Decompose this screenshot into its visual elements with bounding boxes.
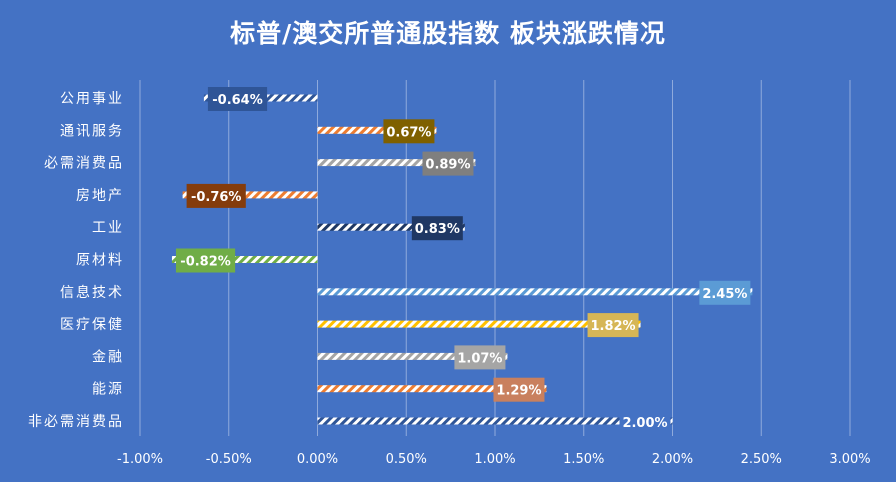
bar bbox=[317, 352, 508, 360]
category-label: 公用事业 bbox=[60, 91, 124, 107]
data-label-box bbox=[619, 410, 671, 434]
x-tick-label: -0.50% bbox=[206, 452, 252, 467]
x-tick-label: 2.50% bbox=[741, 452, 782, 467]
data-label: 0.67% bbox=[386, 125, 431, 140]
category-label: 原材料 bbox=[76, 253, 124, 269]
data-label: 2.00% bbox=[622, 416, 667, 431]
x-tick-label: 0.00% bbox=[297, 452, 338, 467]
bar bbox=[317, 126, 437, 134]
bar bbox=[317, 417, 673, 425]
x-tick-label: 1.50% bbox=[563, 452, 604, 467]
bar bbox=[317, 320, 641, 328]
data-label: 0.89% bbox=[425, 158, 470, 173]
data-label-box bbox=[186, 183, 246, 208]
x-tick-label: 2.00% bbox=[652, 452, 693, 467]
data-label-box bbox=[587, 313, 639, 338]
bar bbox=[171, 256, 318, 263]
data-label-box bbox=[411, 216, 463, 241]
data-label-box bbox=[454, 345, 506, 370]
bar bbox=[317, 159, 476, 167]
category-label: 房地产 bbox=[76, 188, 124, 204]
bar bbox=[317, 385, 547, 393]
x-tick-label: -1.00% bbox=[117, 452, 163, 467]
category-label: 能源 bbox=[92, 382, 124, 398]
data-label-box bbox=[699, 280, 751, 305]
data-label: -0.64% bbox=[212, 93, 263, 108]
x-tick-label: 3.00% bbox=[829, 452, 870, 467]
data-label: 1.82% bbox=[590, 319, 635, 334]
data-label-box bbox=[175, 248, 236, 273]
category-label: 通讯服务 bbox=[60, 123, 124, 139]
data-label: 0.83% bbox=[415, 222, 460, 237]
data-label: 1.07% bbox=[457, 351, 502, 366]
data-label: -0.82% bbox=[180, 255, 231, 270]
data-label-box bbox=[422, 151, 474, 176]
category-label: 必需消费品 bbox=[44, 156, 124, 172]
category-label: 非必需消费品 bbox=[28, 414, 124, 430]
data-label-box bbox=[383, 119, 435, 144]
data-label: -0.76% bbox=[191, 190, 242, 205]
bar bbox=[182, 191, 318, 199]
data-label-box bbox=[493, 377, 545, 402]
category-label: 金融 bbox=[92, 349, 124, 365]
category-label: 医疗保健 bbox=[60, 317, 124, 333]
bar bbox=[317, 288, 753, 296]
chart-title: 标普/澳交所普通股指数 板块涨跌情况 bbox=[230, 19, 666, 48]
data-label-box bbox=[207, 87, 268, 111]
data-label: 1.29% bbox=[496, 384, 541, 399]
category-label: 信息技术 bbox=[60, 284, 124, 301]
category-label: 工业 bbox=[92, 220, 124, 236]
x-tick-label: 1.00% bbox=[474, 452, 515, 467]
x-tick-label: 0.50% bbox=[386, 452, 427, 467]
bar bbox=[317, 223, 465, 231]
data-label: 2.45% bbox=[702, 287, 747, 302]
